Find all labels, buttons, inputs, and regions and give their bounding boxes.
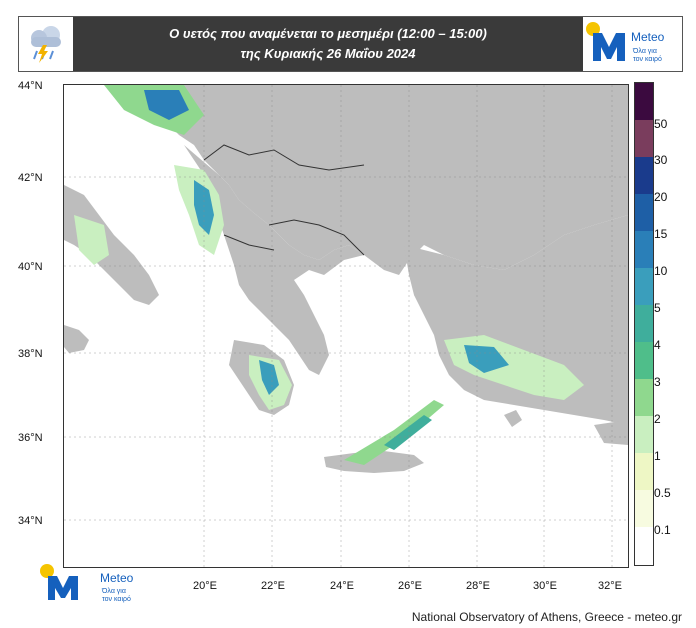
colorbar-cell	[635, 527, 653, 565]
colorbar-label: 1	[654, 449, 661, 463]
rain-montenegro-core	[144, 90, 189, 120]
source-credit: National Observatory of Athens, Greece -…	[411, 610, 682, 624]
colorbar-label: 2	[654, 412, 661, 426]
lon-label-32: 32°E	[598, 580, 622, 592]
logo-name: Meteo	[631, 30, 665, 44]
lat-label-42: 42°N	[18, 172, 43, 184]
lon-label-28: 28°E	[466, 580, 490, 592]
graticule	[64, 85, 628, 567]
rain-cloud-icon	[31, 26, 61, 63]
colorbar-label: 0.5	[654, 486, 671, 500]
lat-label-44: 44°N	[18, 80, 43, 92]
colorbar-label: 5	[654, 301, 661, 315]
header-banner: Ο υετός που αναμένεται το μεσημέρι (12:0…	[18, 16, 683, 72]
meteo-logo-bottom: Meteo Όλα για τον καιρό	[40, 564, 134, 603]
colorbar-cell	[635, 453, 653, 490]
title-line-2: της Κυριακής 26 Μαΐου 2024	[240, 46, 416, 61]
colorbar-label: 20	[654, 190, 668, 204]
land-italy	[64, 185, 159, 305]
header-title: Ο υετός που αναμένεται το μεσημέρι (12:0…	[73, 17, 583, 71]
colorbar-cell	[635, 416, 653, 453]
precipitation-colorbar	[634, 82, 654, 566]
colorbar-label: 0.1	[654, 523, 671, 537]
land-greece-mainland	[184, 145, 364, 375]
logo-tagline-1: Όλα για	[632, 48, 657, 55]
rain-peloponnese-core	[259, 360, 279, 395]
lat-label-40: 40°N	[18, 261, 43, 273]
land-balkans	[64, 85, 628, 275]
land-rhodes	[504, 410, 522, 427]
colorbar-label: 30	[654, 153, 668, 167]
logo-bottom-name: Meteo	[100, 571, 134, 585]
colorbar-label: 10	[654, 264, 668, 278]
logo-bottom-tagline-2: τον καιρό	[102, 595, 131, 603]
rain-italy	[74, 215, 109, 265]
colorbar-cell	[635, 194, 653, 231]
colorbar-label: 50	[654, 117, 668, 131]
lon-label-20: 20°E	[193, 580, 217, 592]
colorbar-cell	[635, 231, 653, 268]
lat-label-34: 34°N	[18, 515, 43, 527]
colorbar-cell	[635, 305, 653, 342]
lat-label-38: 38°N	[18, 348, 43, 360]
lon-label-30: 30°E	[533, 580, 557, 592]
land-crete	[324, 451, 424, 473]
lat-label-36: 36°N	[18, 432, 43, 444]
colorbar-cell	[635, 268, 653, 305]
map-canvas	[64, 85, 628, 567]
colorbar-cell	[635, 379, 653, 416]
logo-tagline-2: τον καιρό	[633, 55, 662, 63]
colorbar-label: 4	[654, 338, 661, 352]
lon-label-24: 24°E	[330, 580, 354, 592]
logo-bottom-tagline-1: Όλα για	[101, 588, 126, 595]
colorbar-cell	[635, 83, 653, 120]
land-sicily	[64, 325, 89, 353]
rain-albania-core	[194, 180, 214, 235]
rain-turkey-core	[464, 345, 509, 373]
rain-crete-core	[384, 415, 432, 450]
colorbar-cell	[635, 120, 653, 157]
colorbar-label: 15	[654, 227, 668, 241]
rain-crete-band	[344, 400, 444, 465]
land-turkey	[404, 215, 628, 425]
land-cyprus-edge	[594, 420, 628, 445]
lon-label-22: 22°E	[261, 580, 285, 592]
meteo-logo: Meteo Όλα για τον καιρό	[586, 22, 665, 63]
title-line-1: Ο υετός που αναμένεται το μεσημέρι (12:0…	[169, 26, 487, 41]
colorbar-cell	[635, 342, 653, 379]
country-borders	[203, 144, 365, 256]
colorbar-cell	[635, 490, 653, 527]
land-lesvos	[414, 290, 436, 307]
colorbar-label: 3	[654, 375, 661, 389]
lon-label-26: 26°E	[398, 580, 422, 592]
colorbar-cell	[635, 157, 653, 194]
precipitation-map	[63, 84, 629, 568]
